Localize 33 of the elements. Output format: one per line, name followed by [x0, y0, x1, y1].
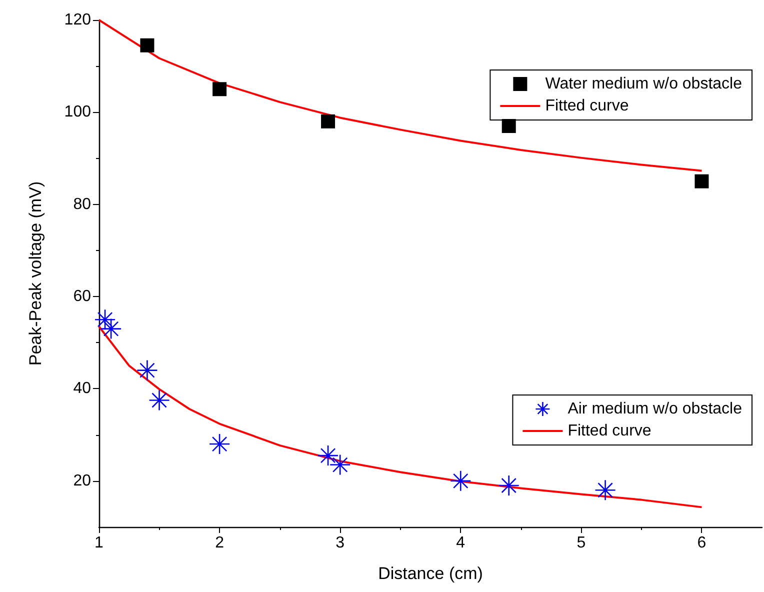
- y-tick-label: 120: [64, 12, 92, 28]
- legend-label: Water medium w/o obstacle: [545, 76, 742, 92]
- point: [321, 114, 336, 128]
- x-tick-label: 3: [336, 534, 345, 552]
- point: [594, 479, 616, 501]
- y-axis-title: Peak-Peak voltage (mV): [26, 181, 45, 366]
- x-tick-label: 6: [697, 534, 706, 552]
- y-tick-label: 60: [73, 288, 92, 306]
- x-tick-label: 2: [215, 534, 224, 552]
- y-tick-label: 20: [73, 472, 92, 490]
- point: [94, 308, 116, 330]
- y-tick-label: 100: [64, 104, 92, 121]
- point: [450, 470, 472, 492]
- point: [208, 433, 230, 455]
- y-tick-label: 40: [73, 380, 92, 398]
- x-axis-title: Distance (cm): [378, 564, 483, 583]
- legend-label: Fitted curve: [545, 98, 629, 114]
- legend-label: Fitted curve: [568, 422, 652, 440]
- point: [694, 174, 709, 188]
- point: [212, 82, 227, 96]
- point: [317, 444, 339, 466]
- point: [329, 454, 351, 476]
- point: [498, 474, 520, 496]
- point: [140, 38, 154, 52]
- y-tick-label: 80: [73, 196, 92, 213]
- point: [100, 318, 122, 340]
- x-tick-label: 1: [94, 534, 104, 552]
- x-tick-label: 5: [576, 534, 586, 552]
- point: [502, 119, 516, 134]
- legend-label: Air medium w/o obstacle: [568, 400, 742, 418]
- point: [148, 390, 170, 411]
- x-tick-label: 4: [456, 534, 466, 552]
- point: [136, 360, 158, 381]
